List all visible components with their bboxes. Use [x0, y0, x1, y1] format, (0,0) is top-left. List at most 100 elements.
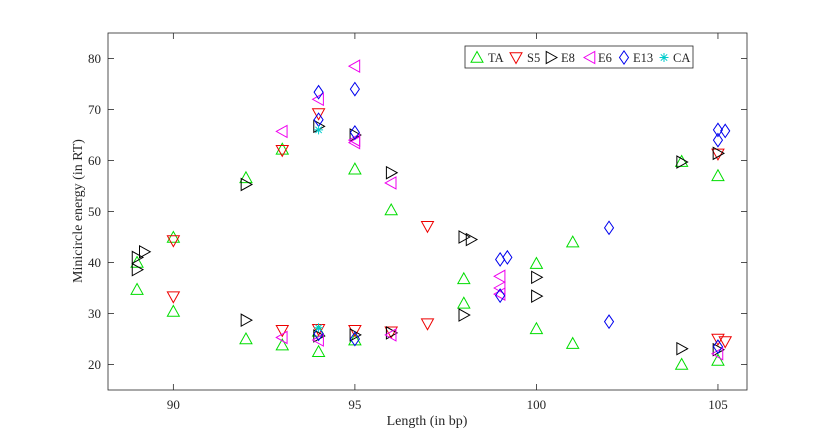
data-point-e6 [384, 328, 397, 342]
data-point-s5 [348, 325, 362, 338]
data-point-e13 [313, 326, 324, 342]
data-point-e13 [495, 288, 506, 304]
data-point-e13 [712, 132, 724, 148]
data-point-e8 [240, 313, 253, 327]
y-tick-label: 70 [88, 102, 101, 117]
data-point-ta [565, 336, 580, 349]
data-point-e6 [710, 346, 724, 361]
data-point-e8 [385, 326, 399, 340]
legend-label-s5: S5 [527, 51, 540, 65]
data-point-e13 [712, 122, 724, 138]
data-point-ta [275, 338, 290, 351]
y-tick-label: 20 [88, 357, 101, 372]
y-axis-label: Minicircle energy (in RT) [71, 139, 86, 283]
data-point-e8 [131, 250, 145, 265]
data-point-ta [166, 304, 181, 317]
data-point-ta [711, 168, 725, 182]
data-point-ta [529, 256, 544, 269]
data-point-e13 [502, 249, 513, 265]
data-point-e6 [493, 287, 506, 301]
data-point-e6 [311, 92, 324, 107]
data-point-ca [314, 125, 324, 135]
data-point-e8 [531, 289, 544, 304]
data-point-s5 [166, 235, 181, 248]
data-point-e8 [349, 328, 362, 342]
data-point-e8 [240, 177, 253, 192]
data-point-e8 [531, 270, 544, 285]
series-e6 [275, 59, 724, 361]
data-point-e13 [603, 220, 615, 236]
data-point-e13 [349, 81, 360, 97]
data-point-s5 [311, 108, 326, 121]
legend-marker-e13 [618, 50, 630, 65]
plot-area [107, 32, 748, 391]
y-tick-label: 60 [88, 153, 101, 168]
data-point-ta [674, 357, 689, 370]
data-point-e8 [385, 165, 399, 180]
data-point-e13 [313, 84, 324, 100]
data-point-e13 [712, 339, 724, 355]
data-point-e13 [349, 331, 360, 347]
data-point-s5 [275, 325, 290, 338]
data-point-ta [311, 344, 326, 358]
data-point-s5 [420, 220, 435, 234]
y-tick-label: 40 [88, 255, 101, 270]
data-point-s5 [166, 291, 181, 304]
data-point-ta [239, 331, 253, 345]
data-point-e8 [458, 308, 471, 322]
legend-marker-ca [659, 53, 669, 62]
data-point-s5 [275, 145, 290, 158]
data-point-ta [166, 230, 181, 243]
data-point-e13 [349, 124, 360, 140]
data-point-e8 [676, 155, 689, 169]
y-tick-label: 50 [88, 204, 101, 219]
data-point-ta [384, 202, 399, 216]
legend-label-e6: E6 [598, 51, 612, 65]
data-point-ca [314, 323, 324, 333]
data-markers [130, 59, 733, 370]
data-point-e13 [603, 314, 615, 330]
series-ca [314, 125, 324, 333]
data-point-ta [130, 282, 144, 295]
data-point-ta [275, 142, 290, 155]
legend-marker-e6 [582, 50, 596, 65]
data-point-ta [456, 296, 471, 309]
x-axis-label: Length (in bp) [387, 414, 468, 429]
legend-label-ta: TA [488, 51, 504, 65]
data-point-ta [711, 353, 725, 366]
legend-marker-s5 [509, 52, 523, 65]
x-tick-label: 90 [167, 397, 180, 412]
data-point-e6 [275, 124, 288, 139]
data-point-ta [239, 170, 253, 184]
legend-label-e13: E13 [633, 51, 653, 65]
y-tick-label: 30 [88, 306, 101, 321]
data-point-e8 [458, 230, 471, 244]
data-point-e6 [493, 269, 506, 284]
data-point-e6 [275, 330, 288, 345]
x-tick-label: 95 [348, 397, 361, 412]
x-tick-label: 100 [527, 397, 547, 412]
y-tick-label: 80 [88, 51, 101, 66]
legend: TA S5 E8 E6 E13 CA [464, 45, 694, 69]
data-point-s5 [384, 326, 399, 339]
data-point-e6 [347, 135, 361, 150]
legend-marker-e8 [545, 50, 559, 65]
data-point-s5 [718, 336, 733, 349]
data-point-ta [565, 235, 580, 248]
legend-label-ca: CA [673, 51, 690, 65]
legend-box [464, 45, 694, 69]
series-s5 [166, 108, 733, 349]
legend-marker-ta [470, 50, 484, 63]
data-point-e13 [720, 123, 731, 139]
data-point-e8 [139, 244, 152, 259]
data-point-ta [348, 162, 362, 175]
data-point-e8 [131, 262, 145, 277]
data-point-e8 [712, 146, 725, 161]
legend-label-e8: E8 [561, 51, 575, 65]
data-point-e6 [311, 333, 324, 347]
data-point-ta [529, 321, 544, 335]
axis-ticks: 90 95 100 105 20 30 40 50 60 70 80 [88, 33, 747, 412]
data-point-e8 [465, 232, 479, 247]
data-point-ta [456, 271, 471, 285]
